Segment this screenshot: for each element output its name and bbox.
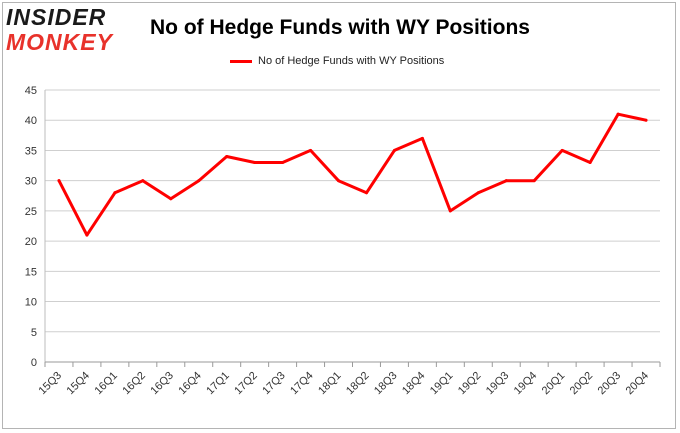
data-point [588, 161, 592, 165]
data-point [504, 179, 508, 183]
x-tick-label: 16Q3 [148, 370, 176, 398]
chart-frame [2, 2, 676, 429]
y-tick-label: 10 [25, 297, 37, 309]
data-point [225, 154, 229, 158]
data-point [141, 179, 145, 183]
y-tick-label: 35 [25, 145, 37, 157]
x-tick-label: 17Q4 [288, 370, 316, 398]
legend-label: No of Hedge Funds with WY Positions [258, 55, 445, 67]
y-tick-label: 45 [25, 85, 37, 97]
x-tick-label: 19Q3 [484, 370, 512, 398]
x-tick-label: 20Q1 [540, 370, 568, 398]
data-point [85, 233, 89, 237]
data-point [420, 136, 424, 140]
x-tick-label: 20Q2 [568, 370, 596, 398]
data-point [392, 148, 396, 152]
data-point [197, 179, 201, 183]
logo-line-1: INSIDER [6, 4, 107, 30]
data-point [448, 209, 452, 213]
x-tick-label: 20Q4 [624, 370, 652, 398]
x-tick-label: 16Q1 [92, 370, 120, 398]
x-tick-label: 17Q3 [260, 370, 288, 398]
data-point [476, 191, 480, 195]
x-tick-label: 19Q1 [428, 370, 456, 398]
data-point [616, 112, 620, 116]
x-tick-label: 18Q4 [400, 370, 428, 398]
x-tick-label: 20Q3 [596, 370, 624, 398]
x-tick-label: 18Q3 [372, 370, 400, 398]
data-point [532, 179, 536, 183]
x-tick-label: 15Q3 [37, 370, 65, 398]
data-point [337, 179, 341, 183]
data-point [309, 148, 313, 152]
data-point [169, 197, 173, 201]
chart-legend: No of Hedge Funds with WY Positions [230, 55, 444, 67]
x-tick-label: 17Q2 [232, 370, 260, 398]
y-tick-label: 25 [25, 206, 37, 218]
y-tick-label: 20 [25, 236, 37, 248]
chart-title: No of Hedge Funds with WY Positions [150, 16, 530, 39]
x-tick-label: 16Q4 [176, 370, 204, 398]
data-point [57, 179, 61, 183]
y-tick-label: 40 [25, 115, 37, 127]
y-tick-label: 30 [25, 176, 37, 188]
series-line [57, 112, 648, 237]
data-point [253, 161, 257, 165]
y-tick-label: 15 [25, 266, 37, 278]
x-tick-label: 15Q4 [65, 370, 93, 398]
x-tick-label: 18Q1 [316, 370, 344, 398]
x-tick-label: 19Q2 [456, 370, 484, 398]
data-point [281, 161, 285, 165]
data-point [113, 191, 117, 195]
x-tick-label: 17Q1 [204, 370, 232, 398]
legend-swatch [230, 59, 252, 63]
data-point [644, 118, 648, 122]
data-point [560, 148, 564, 152]
insider-monkey-logo: INSIDER MONKEY [6, 6, 113, 54]
x-tick-label: 16Q2 [120, 370, 148, 398]
y-tick-label: 0 [31, 357, 37, 369]
data-point [364, 191, 368, 195]
logo-line-2: MONKEY [6, 29, 113, 55]
x-tick-label: 18Q2 [344, 370, 372, 398]
y-tick-label: 5 [31, 327, 37, 339]
x-tick-label: 19Q4 [512, 370, 540, 398]
